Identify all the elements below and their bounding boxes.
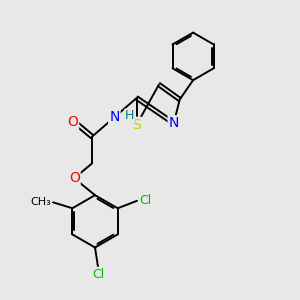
Text: N: N xyxy=(109,110,119,124)
Text: H: H xyxy=(125,109,134,122)
Text: Cl: Cl xyxy=(92,268,104,281)
Text: O: O xyxy=(67,115,78,129)
Text: N: N xyxy=(169,116,179,130)
Text: S: S xyxy=(132,118,141,132)
Text: CH₃: CH₃ xyxy=(30,197,51,207)
Text: Cl: Cl xyxy=(139,194,152,207)
Text: O: O xyxy=(69,171,80,185)
